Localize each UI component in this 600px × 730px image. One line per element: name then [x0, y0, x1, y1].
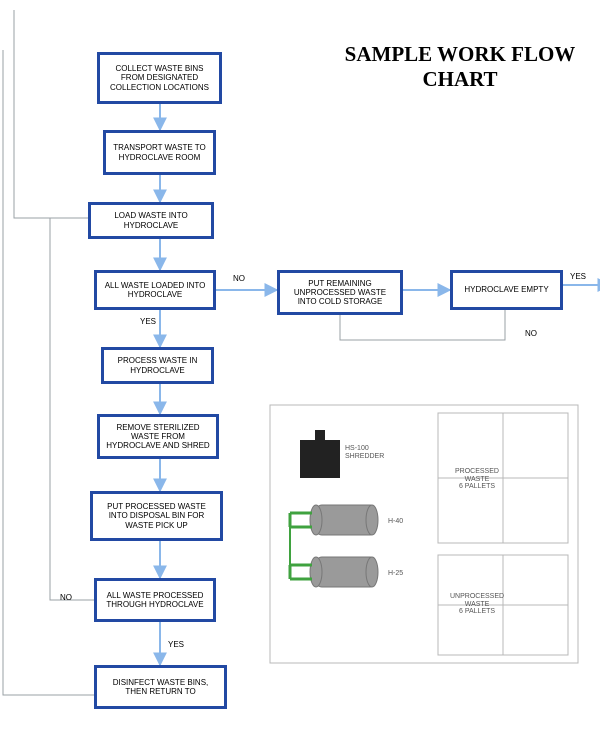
flow-node-n11: DISINFECT WASTE BINS, THEN RETURN TO — [94, 665, 227, 709]
equipment-panel — [270, 405, 578, 663]
equipment-label: H-40 — [388, 518, 403, 526]
flow-node-n5: PUT REMAINING UNPROCESSED WASTE INTO COL… — [277, 270, 403, 315]
flow-node-n7: PROCESS WASTE IN HYDROCLAVE — [101, 347, 214, 384]
branch-label: YES — [140, 317, 156, 326]
flow-node-n4: ALL WASTE LOADED INTO HYDROCLAVE — [94, 270, 216, 310]
feedback-line — [14, 10, 88, 218]
pallet-label: UNPROCESSED WASTE 6 PALLETS — [450, 593, 504, 616]
branch-label: NO — [233, 274, 245, 283]
flow-node-n6: HYDROCLAVE EMPTY — [450, 270, 563, 310]
flow-node-n10: ALL WASTE PROCESSED THROUGH HYDROCLAVE — [94, 578, 216, 622]
feedback-line — [3, 50, 94, 695]
flow-node-n1: COLLECT WASTE BINS FROM DESIGNATED COLLE… — [97, 52, 222, 104]
chart-title: SAMPLE WORK FLOW CHART — [330, 42, 590, 92]
branch-label: YES — [570, 272, 586, 281]
shredder-icon — [300, 440, 340, 478]
branch-label: YES — [168, 640, 184, 649]
flow-node-n8: REMOVE STERILIZED WASTE FROM HYDROCLAVE … — [97, 414, 219, 459]
connectors-svg — [0, 0, 600, 730]
flow-node-n3: LOAD WASTE INTO HYDROCLAVE — [88, 202, 214, 239]
feedback-line — [50, 218, 94, 600]
flow-node-n9: PUT PROCESSED WASTE INTO DISPOSAL BIN FO… — [90, 491, 223, 541]
flow-node-n2: TRANSPORT WASTE TO HYDROCLAVE ROOM — [103, 130, 216, 175]
branch-label: NO — [525, 329, 537, 338]
flowchart-stage: SAMPLE WORK FLOW CHART COLLECT WASTE BIN… — [0, 0, 600, 730]
branch-label: NO — [60, 593, 72, 602]
equipment-label: HS-100 SHREDDER — [345, 445, 384, 460]
equipment-label: H-25 — [388, 570, 403, 578]
pallet-label: PROCESSED WASTE 6 PALLETS — [455, 468, 499, 491]
